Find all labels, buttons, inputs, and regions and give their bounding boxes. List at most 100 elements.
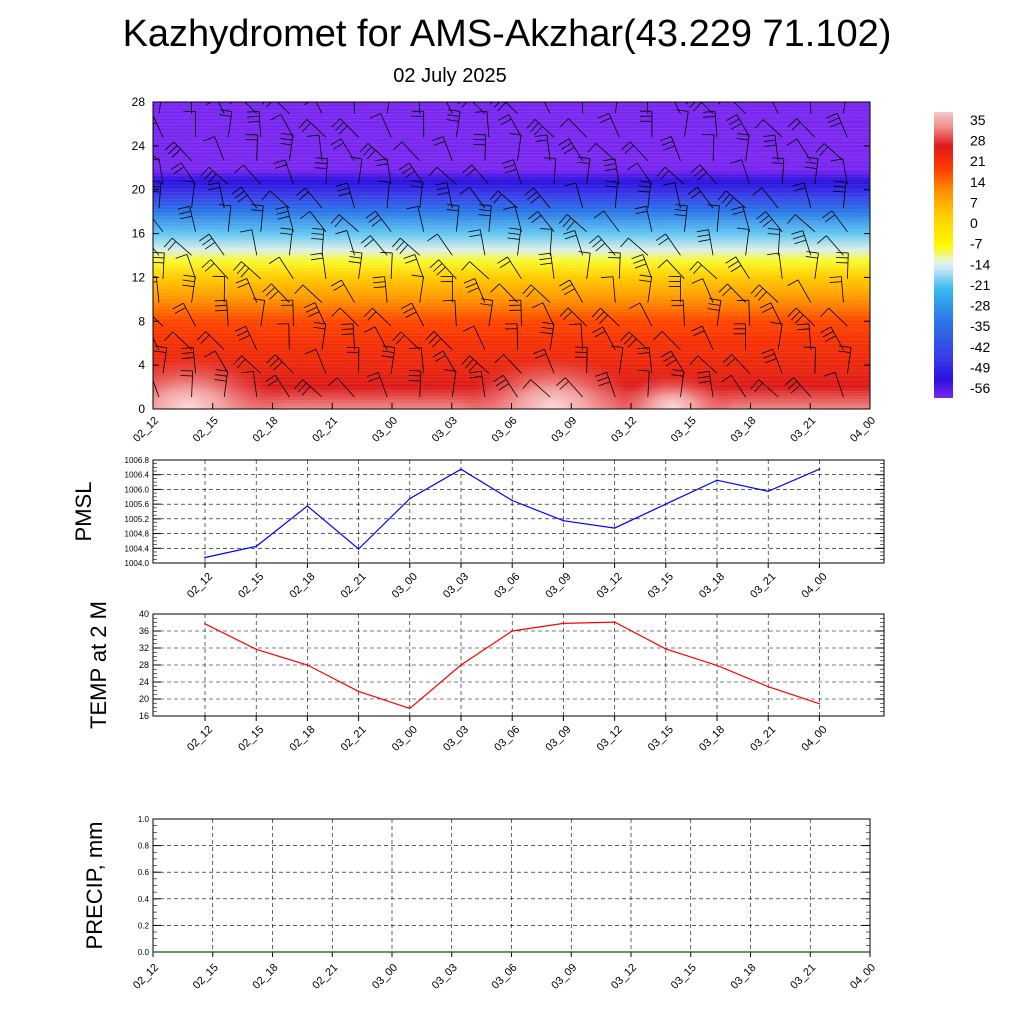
wind-barb-flag xyxy=(806,251,819,254)
wind-barb xyxy=(288,323,290,350)
wind-barb xyxy=(670,136,681,161)
contour-line xyxy=(153,160,870,163)
wind-barb xyxy=(774,135,779,161)
wind-barb-flag xyxy=(578,251,591,254)
wind-barb xyxy=(761,187,779,209)
wind-barb xyxy=(469,261,490,280)
wind-barb xyxy=(777,229,781,256)
wind-barb xyxy=(186,254,196,280)
wind-barb-flag xyxy=(315,162,328,164)
wind-barb-flag xyxy=(246,110,259,113)
wind-barb-flag xyxy=(671,369,684,372)
wind-barb xyxy=(543,349,555,374)
wind-barb xyxy=(646,102,649,114)
wind-barb xyxy=(451,371,457,398)
wind-barb-flag xyxy=(838,350,851,353)
wind-barb-flag xyxy=(534,353,547,359)
wind-barb-flag xyxy=(408,375,421,377)
wind-barb-flag xyxy=(493,193,503,204)
pmsl-data-point xyxy=(204,556,206,559)
wind-barb xyxy=(795,214,816,232)
wind-barb-flag xyxy=(493,374,504,383)
wind-barb-flag xyxy=(171,148,181,158)
wind-barb-flag xyxy=(311,228,324,230)
wind-barb xyxy=(567,307,587,327)
wind-barb-flag xyxy=(829,281,842,283)
temp-data-point xyxy=(562,622,565,625)
wind-barb-flag xyxy=(409,347,422,350)
wind-barb-flag xyxy=(153,257,165,259)
wind-barb-flag xyxy=(461,102,468,108)
temp-data-point xyxy=(255,648,257,651)
wind-barb-flag xyxy=(822,210,833,219)
temp-data-point xyxy=(767,685,769,688)
wind-barb-flag xyxy=(400,302,412,310)
wind-barb-flag xyxy=(656,166,666,177)
wind-barb-flag xyxy=(182,180,195,183)
wind-barb-flag xyxy=(138,211,147,218)
wind-barb-flag xyxy=(298,382,307,393)
wind-barb-flag xyxy=(752,187,763,196)
wind-barb xyxy=(742,206,751,232)
wind-barb xyxy=(639,302,653,327)
wind-barb-flag xyxy=(825,214,836,223)
pmsl-xtick-label: 02_21 xyxy=(339,571,369,601)
wind-barb-flag xyxy=(295,187,306,196)
wind-barb-flag xyxy=(372,276,385,279)
wind-barb xyxy=(503,354,522,374)
wind-barb xyxy=(245,326,258,350)
wind-barb-flag xyxy=(731,206,743,211)
wind-barb-flag xyxy=(717,190,727,201)
wind-barb xyxy=(814,158,819,185)
contour-line xyxy=(153,325,870,328)
contour-line xyxy=(153,110,870,113)
wind-barb-flag xyxy=(436,266,446,276)
wind-barb xyxy=(153,247,160,256)
wind-barb-flag xyxy=(605,180,618,183)
wind-barb-flag xyxy=(204,170,213,180)
wind-barb-flag xyxy=(430,90,441,95)
wind-barb-flag xyxy=(499,260,511,268)
wind-barb xyxy=(153,379,160,398)
wind-barb xyxy=(781,158,785,185)
wind-barb-flag xyxy=(469,375,482,379)
wind-barb-flag xyxy=(447,204,460,207)
temp-ylabel: TEMP at 2 M xyxy=(86,601,111,729)
wind-barb xyxy=(836,113,848,138)
wind-barb-flag xyxy=(154,350,167,354)
wind-barb-flag xyxy=(794,314,804,324)
precip-xtick-label: 03_06 xyxy=(490,962,520,992)
wind-barb xyxy=(847,252,849,279)
wind-barb-flag xyxy=(592,326,604,333)
wind-barb-flag xyxy=(815,143,825,153)
wind-barb xyxy=(568,138,584,162)
wind-barb-flag xyxy=(467,287,479,293)
wind-barb-flag xyxy=(280,227,293,230)
precip-xtick-label: 03_21 xyxy=(788,962,818,992)
wind-barb-flag xyxy=(338,192,351,197)
temp-xtick-label: 03_15 xyxy=(646,724,676,754)
wind-barb-flag xyxy=(750,284,760,294)
contour-line xyxy=(153,164,870,166)
pmsl-ytick-label: 1004.8 xyxy=(125,530,150,539)
wind-barb xyxy=(321,253,327,279)
wind-barb-flag xyxy=(341,323,354,325)
wind-barb xyxy=(733,102,746,114)
wind-barb-flag xyxy=(204,241,216,250)
wind-barb-flag xyxy=(363,146,372,156)
wind-barb xyxy=(484,134,487,161)
wind-barb xyxy=(414,254,425,280)
wind-barb-flag xyxy=(489,190,499,201)
wind-barb-flag xyxy=(446,209,459,212)
wind-barb-flag xyxy=(265,287,276,296)
wind-barb-flag xyxy=(234,164,244,174)
wind-barb xyxy=(802,230,812,256)
wind-barb xyxy=(499,283,518,303)
wind-barb-flag xyxy=(238,334,251,341)
wind-barb-flag xyxy=(758,95,769,100)
wind-barb xyxy=(602,326,616,350)
wind-barb-flag xyxy=(718,283,728,293)
precip-data-point xyxy=(630,951,632,953)
wind-barb xyxy=(252,371,258,398)
